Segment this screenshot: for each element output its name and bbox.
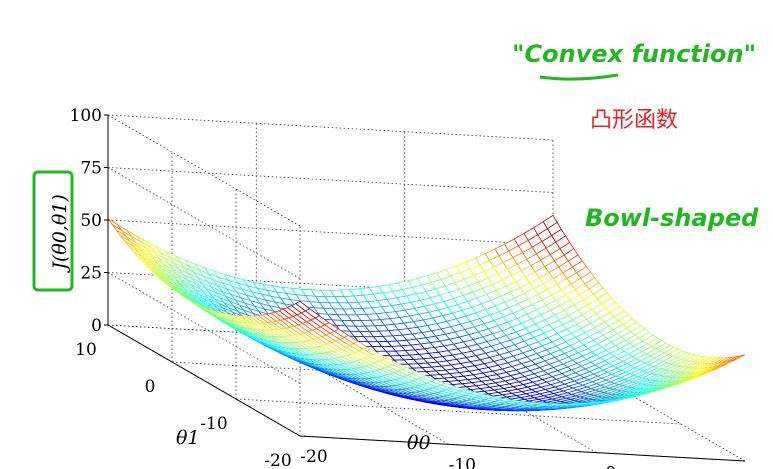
grid-line-z-left	[107, 272, 301, 384]
grid-line-z-back	[107, 114, 554, 141]
y-tick-label: -10	[200, 414, 227, 434]
grid-line-z-left	[107, 114, 301, 227]
grid-line-z-left	[107, 167, 301, 279]
convex-underline	[539, 73, 619, 81]
x-tick-label: -10	[449, 455, 476, 469]
z-axis-label-text: J(θ0,θ1)	[49, 194, 71, 274]
surface-mesh	[107, 214, 746, 412]
bowl-shaped-annotation: Bowl-shaped	[585, 204, 759, 232]
y-axis-line	[107, 324, 301, 437]
z-axis-label: J(θ0,θ1)	[49, 194, 71, 274]
y-axis-label: θ1	[176, 427, 200, 449]
z-tick-label: 0	[91, 316, 102, 336]
z-tick-label: 75	[80, 159, 102, 179]
x-tick-label: -20	[300, 447, 327, 467]
z-label-highlight-box	[32, 170, 74, 292]
z-tick-label: 50	[80, 211, 102, 231]
axes	[104, 114, 746, 462]
grid-line-z-back	[107, 167, 554, 193]
y-tick-label: 10	[75, 340, 97, 360]
chinese-annotation: 凸形函数	[590, 108, 678, 133]
x-axis-line	[299, 435, 746, 462]
y-tick-label: -20	[264, 451, 291, 469]
surface-cell	[107, 218, 123, 232]
y-tick-label: 0	[145, 377, 156, 397]
z-tick-label: 100	[70, 106, 102, 126]
x-axis-label: θ0	[407, 432, 431, 454]
surface-cell	[731, 354, 746, 362]
z-tick-label: 25	[80, 264, 102, 284]
convex-function-annotation: "Convex function"	[512, 40, 756, 68]
grid-line-z-back	[107, 219, 554, 246]
x-tick-label: 0	[605, 464, 616, 469]
